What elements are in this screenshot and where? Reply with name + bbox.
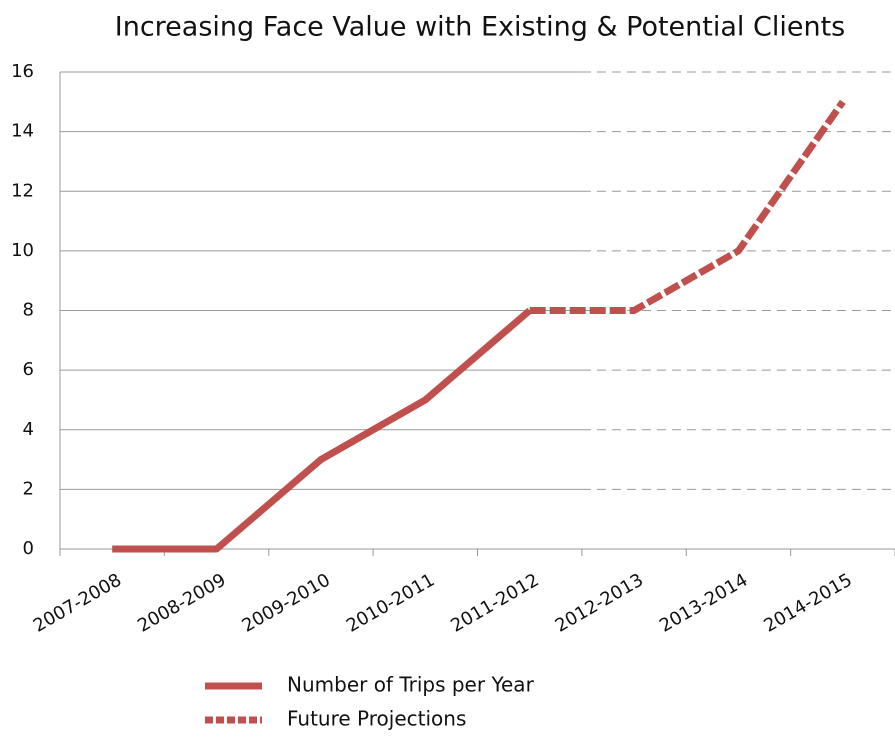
- y-tick-label: 16: [11, 61, 34, 82]
- legend-label: Future Projections: [287, 707, 466, 731]
- x-tick-label: 2012-2013: [552, 569, 647, 636]
- y-tick-label: 4: [23, 419, 34, 440]
- y-tick-label: 14: [11, 121, 34, 142]
- series-line: [112, 307, 532, 553]
- x-tick-label: 2007-2008: [30, 569, 125, 636]
- legend-label: Number of Trips per Year: [287, 673, 535, 697]
- x-tick-label: 2014-2015: [760, 569, 855, 636]
- y-tick-label: 0: [23, 538, 34, 559]
- chart-title: Increasing Face Value with Existing & Po…: [115, 12, 845, 43]
- x-tick-label: 2009-2010: [238, 569, 333, 636]
- y-tick-label: 6: [23, 359, 34, 380]
- x-tick-label: 2010-2011: [343, 569, 438, 636]
- series-line: [529, 99, 846, 314]
- x-tick-label: 2013-2014: [656, 569, 751, 636]
- y-tick-label: 12: [11, 180, 34, 201]
- x-tick-label: 2011-2012: [447, 569, 542, 636]
- y-tick-label: 8: [23, 300, 34, 321]
- y-tick-label: 10: [11, 240, 34, 261]
- x-tick-label: 2008-2009: [134, 569, 229, 636]
- y-tick-label: 2: [23, 478, 34, 499]
